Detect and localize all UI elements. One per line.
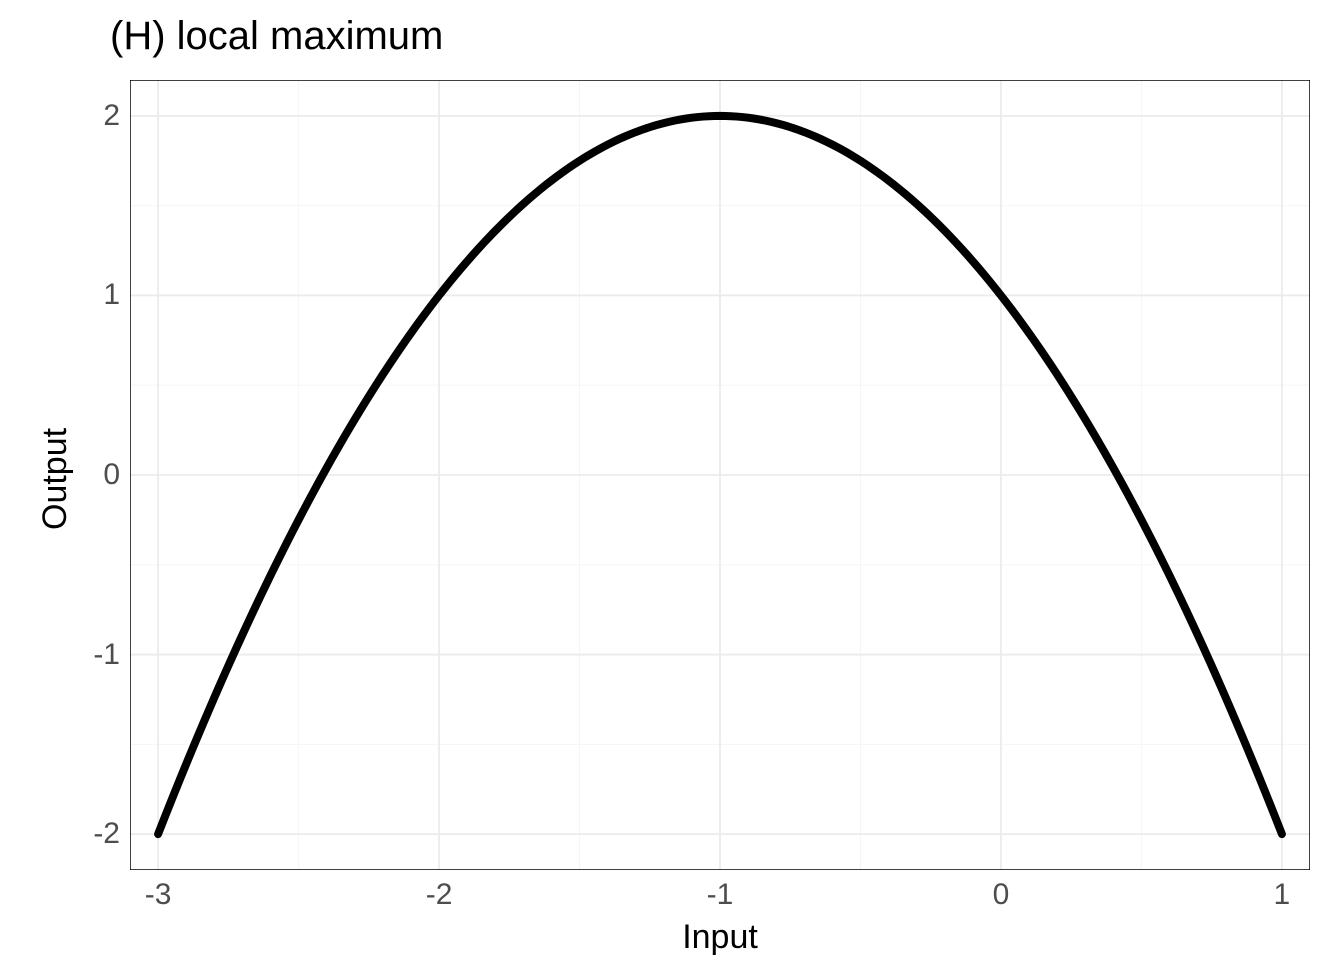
x-tick-label: 1 <box>1274 878 1291 912</box>
chart-title: (H) local maximum <box>110 14 443 59</box>
chart-container: (H) local maximum Output Input -3 -2 -1 0 1 -… <box>0 0 1344 960</box>
x-tick-label: 0 <box>993 878 1010 912</box>
y-tick-label: -1 <box>93 638 120 672</box>
y-tick-label: -2 <box>93 817 120 851</box>
x-tick-label: -1 <box>707 878 734 912</box>
y-axis-label: Output <box>36 428 75 530</box>
y-tick-label: 2 <box>103 99 120 133</box>
plot-svg <box>130 80 1310 870</box>
y-tick-label: 0 <box>103 458 120 492</box>
plot-panel <box>130 80 1310 870</box>
x-tick-label: -2 <box>426 878 453 912</box>
x-axis-label: Input <box>682 918 758 957</box>
y-tick-label: 1 <box>103 278 120 312</box>
x-tick-label: -3 <box>145 878 172 912</box>
